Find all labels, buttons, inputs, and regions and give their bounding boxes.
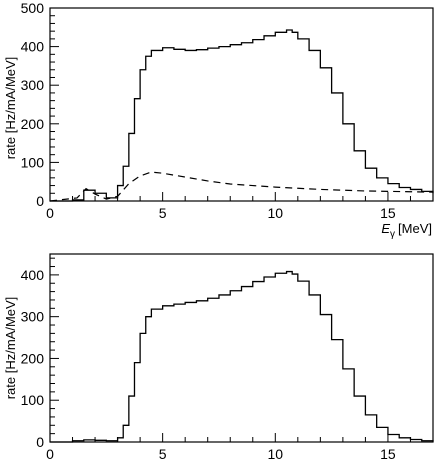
bottom-x-tick-labels: 0 5 10 15 <box>46 446 396 462</box>
top-y-tick-label: 500 <box>21 0 45 16</box>
top-y-tick-label: 200 <box>21 116 45 132</box>
top-y-axis-label: rate [Hz/mA/MeV] <box>3 57 18 160</box>
top-series-solid <box>50 29 434 202</box>
top-y-tick-label: 300 <box>21 77 45 93</box>
top-x-tick-label: 15 <box>380 205 396 221</box>
bottom-y-tick-label: 400 <box>21 267 45 283</box>
top-x-tick-label: 0 <box>46 205 54 221</box>
top-y-tick-label: 400 <box>21 39 45 55</box>
top-x-axis-label: Eγ [MeV] <box>381 221 432 240</box>
top-ticks <box>49 7 434 202</box>
top-panel: 0 100 200 300 400 500 0 5 10 15 rate [Hz/mA/MeV]… <box>3 0 434 240</box>
top-series-dashed <box>49 171 434 202</box>
bottom-x-tick-label: 0 <box>46 446 54 462</box>
top-x-axis-label-main: E <box>381 221 390 236</box>
top-x-tick-label: 5 <box>159 205 167 221</box>
top-x-axis-label-unit: [MeV] <box>398 221 432 236</box>
bottom-x-tick-label: 10 <box>268 446 284 462</box>
top-x-tick-label: 10 <box>268 205 284 221</box>
bottom-series-solid <box>50 270 434 443</box>
top-plot-frame <box>49 7 434 202</box>
top-y-tick-labels: 0 100 200 300 400 500 <box>21 0 45 209</box>
bottom-y-tick-label: 0 <box>36 434 44 450</box>
bottom-x-tick-label: 5 <box>159 446 167 462</box>
bottom-y-tick-label: 100 <box>21 392 45 408</box>
bottom-panel: 0 100 200 300 400 0 5 10 15 rate [Hz/mA/MeV] <box>3 253 434 462</box>
bottom-y-axis-label: rate [Hz/mA/MeV] <box>3 297 18 400</box>
bottom-y-tick-label: 300 <box>21 309 45 325</box>
top-y-tick-label: 100 <box>21 154 45 170</box>
top-y-tick-label: 0 <box>36 193 44 209</box>
top-x-axis-label-sub: γ <box>390 229 395 240</box>
bottom-x-tick-label: 15 <box>380 446 396 462</box>
top-x-tick-labels: 0 5 10 15 <box>46 205 396 221</box>
bottom-plot-frame <box>49 253 434 443</box>
bottom-series <box>50 270 434 443</box>
bottom-y-tick-labels: 0 100 200 300 400 <box>21 267 45 450</box>
top-series <box>49 29 434 202</box>
bottom-y-tick-label: 200 <box>21 350 45 366</box>
bottom-ticks <box>49 257 434 443</box>
